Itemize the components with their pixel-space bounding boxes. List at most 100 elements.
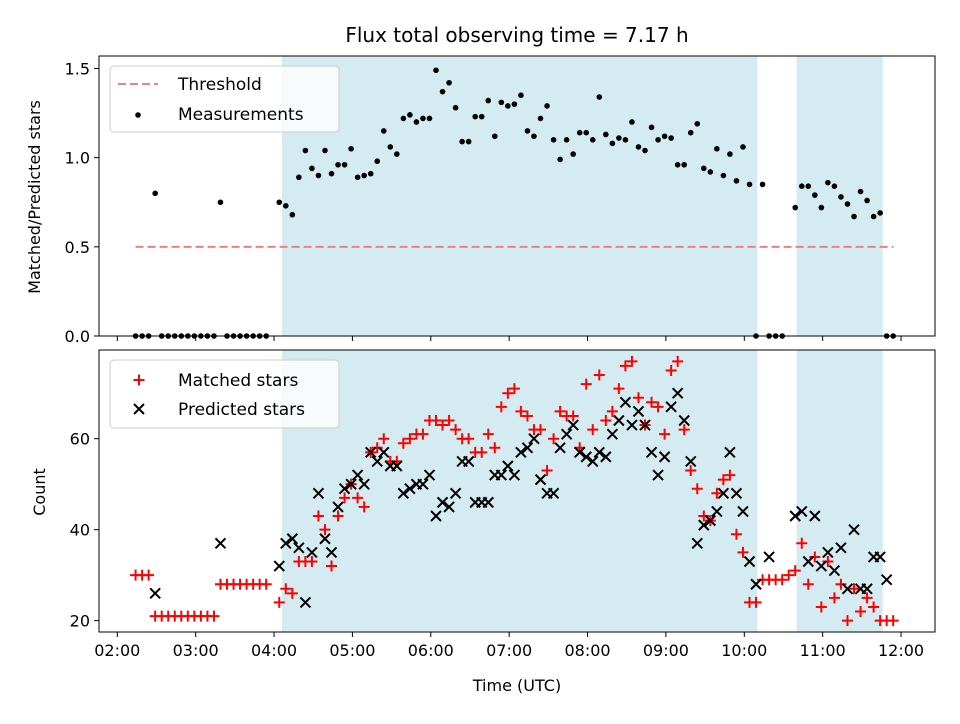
- predicted-star-point: [763, 551, 775, 563]
- predicted-star-point: [319, 533, 331, 545]
- matched-star-point: [143, 569, 155, 581]
- matched-star-point: [796, 537, 808, 549]
- matched-star-point: [489, 442, 501, 454]
- measurement-point: [217, 199, 224, 206]
- predicted-star-point: [280, 537, 292, 550]
- predicted-star-point: [691, 537, 703, 550]
- matched-star-point: [776, 574, 788, 586]
- measurement-point: [374, 158, 381, 165]
- matched-star-point: [312, 510, 324, 522]
- predicted-star-point: [306, 546, 318, 559]
- measurement-point: [387, 144, 394, 150]
- matched-star-point: [521, 410, 533, 422]
- x-tick-label: 10:00: [721, 641, 767, 660]
- matched-star-point: [815, 601, 827, 613]
- measurement-point: [465, 138, 472, 145]
- predicted-star-point: [371, 455, 383, 468]
- bottom-observing-window-0: [281, 350, 758, 632]
- matched-star-point: [593, 369, 605, 381]
- legend-measurements-label: Measurements: [178, 105, 304, 125]
- predicted-star-point: [449, 487, 462, 499]
- measurement-point: [563, 137, 570, 143]
- measurement-point: [798, 183, 805, 189]
- predicted-star-point: [861, 583, 873, 595]
- x-tick-label: 06:00: [408, 641, 454, 660]
- measurement-point: [413, 119, 420, 125]
- top-y-tick-label: 0.5: [65, 238, 90, 257]
- x-tick-label: 05:00: [329, 641, 375, 660]
- matched-star-point: [822, 556, 834, 567]
- predicted-star-point: [711, 505, 723, 518]
- measurement-point: [629, 119, 635, 125]
- legend-predicted-swatch: [133, 403, 145, 415]
- predicted-star-point: [632, 405, 645, 418]
- measurement-point: [844, 201, 851, 207]
- predicted-star-point: [423, 469, 436, 481]
- predicted-star-point: [796, 505, 808, 518]
- matched-star-point: [476, 446, 488, 458]
- predicted-star-point: [626, 419, 638, 431]
- matched-star-point: [208, 610, 220, 622]
- predicted-star-point: [528, 432, 540, 445]
- measurement-point: [380, 128, 387, 134]
- matched-star-point: [437, 419, 449, 431]
- measurement-point: [596, 94, 603, 100]
- predicted-star-point: [462, 455, 475, 468]
- measurement-point: [877, 210, 883, 216]
- matched-star-point: [515, 405, 527, 417]
- measurement-point: [328, 170, 335, 177]
- predicted-star-point: [521, 442, 534, 454]
- measurement-point: [759, 181, 766, 188]
- predicted-star-point: [397, 487, 410, 499]
- top-plot-frame: [98, 55, 936, 337]
- x-tick-label: 03:00: [173, 641, 219, 660]
- predicted-star-point: [841, 583, 854, 595]
- matched-star-point: [306, 556, 318, 567]
- predicted-star-point: [293, 542, 305, 554]
- measurement-point: [289, 211, 296, 218]
- predicted-star-point: [560, 428, 573, 440]
- measurement-point: [648, 124, 655, 131]
- predicted-star-point: [573, 446, 586, 459]
- matched-star-point: [463, 433, 475, 445]
- matched-star-point: [678, 424, 690, 436]
- predicted-star-point: [724, 446, 736, 459]
- measurement-point: [524, 128, 531, 134]
- matched-star-point: [371, 442, 383, 454]
- matched-star-point: [397, 437, 409, 449]
- predicted-star-point: [443, 501, 455, 513]
- matched-star-point: [600, 415, 612, 426]
- predicted-star-point: [580, 451, 592, 463]
- predicted-star-point: [345, 478, 357, 490]
- matched-star-point: [685, 465, 697, 477]
- measurement-point: [426, 115, 433, 122]
- measurement-point: [668, 135, 674, 141]
- top-y-tick-label: 0.0: [65, 327, 90, 346]
- x-tick-label: 12:00: [878, 641, 924, 660]
- measurement-point: [557, 156, 563, 163]
- matched-star-point: [450, 424, 462, 436]
- predicted-star-point: [214, 537, 227, 550]
- matched-star-point: [352, 492, 364, 504]
- measurement-point: [439, 88, 446, 95]
- x-tick-label: 09:00: [643, 641, 689, 660]
- matched-star-point: [717, 474, 729, 486]
- matched-star-point: [672, 355, 684, 367]
- matched-star-point: [711, 487, 723, 499]
- measurement-point: [655, 137, 661, 143]
- predicted-star-point: [378, 446, 390, 459]
- bottom-legend: [109, 359, 340, 429]
- x-tick-label: 11:00: [800, 641, 846, 660]
- matched-star-point: [541, 465, 553, 477]
- matched-star-point: [626, 355, 638, 367]
- predicted-star-point: [665, 401, 677, 413]
- matched-star-point: [737, 546, 749, 558]
- measurement-point: [825, 179, 831, 186]
- measurement-point: [740, 144, 746, 150]
- matched-star-point: [652, 401, 664, 413]
- matched-star-point: [750, 596, 762, 608]
- predicted-star-point: [828, 564, 841, 577]
- bottom-y-tick-label: 40: [70, 521, 90, 540]
- measurement-point: [361, 172, 367, 179]
- measurement-point: [603, 131, 609, 138]
